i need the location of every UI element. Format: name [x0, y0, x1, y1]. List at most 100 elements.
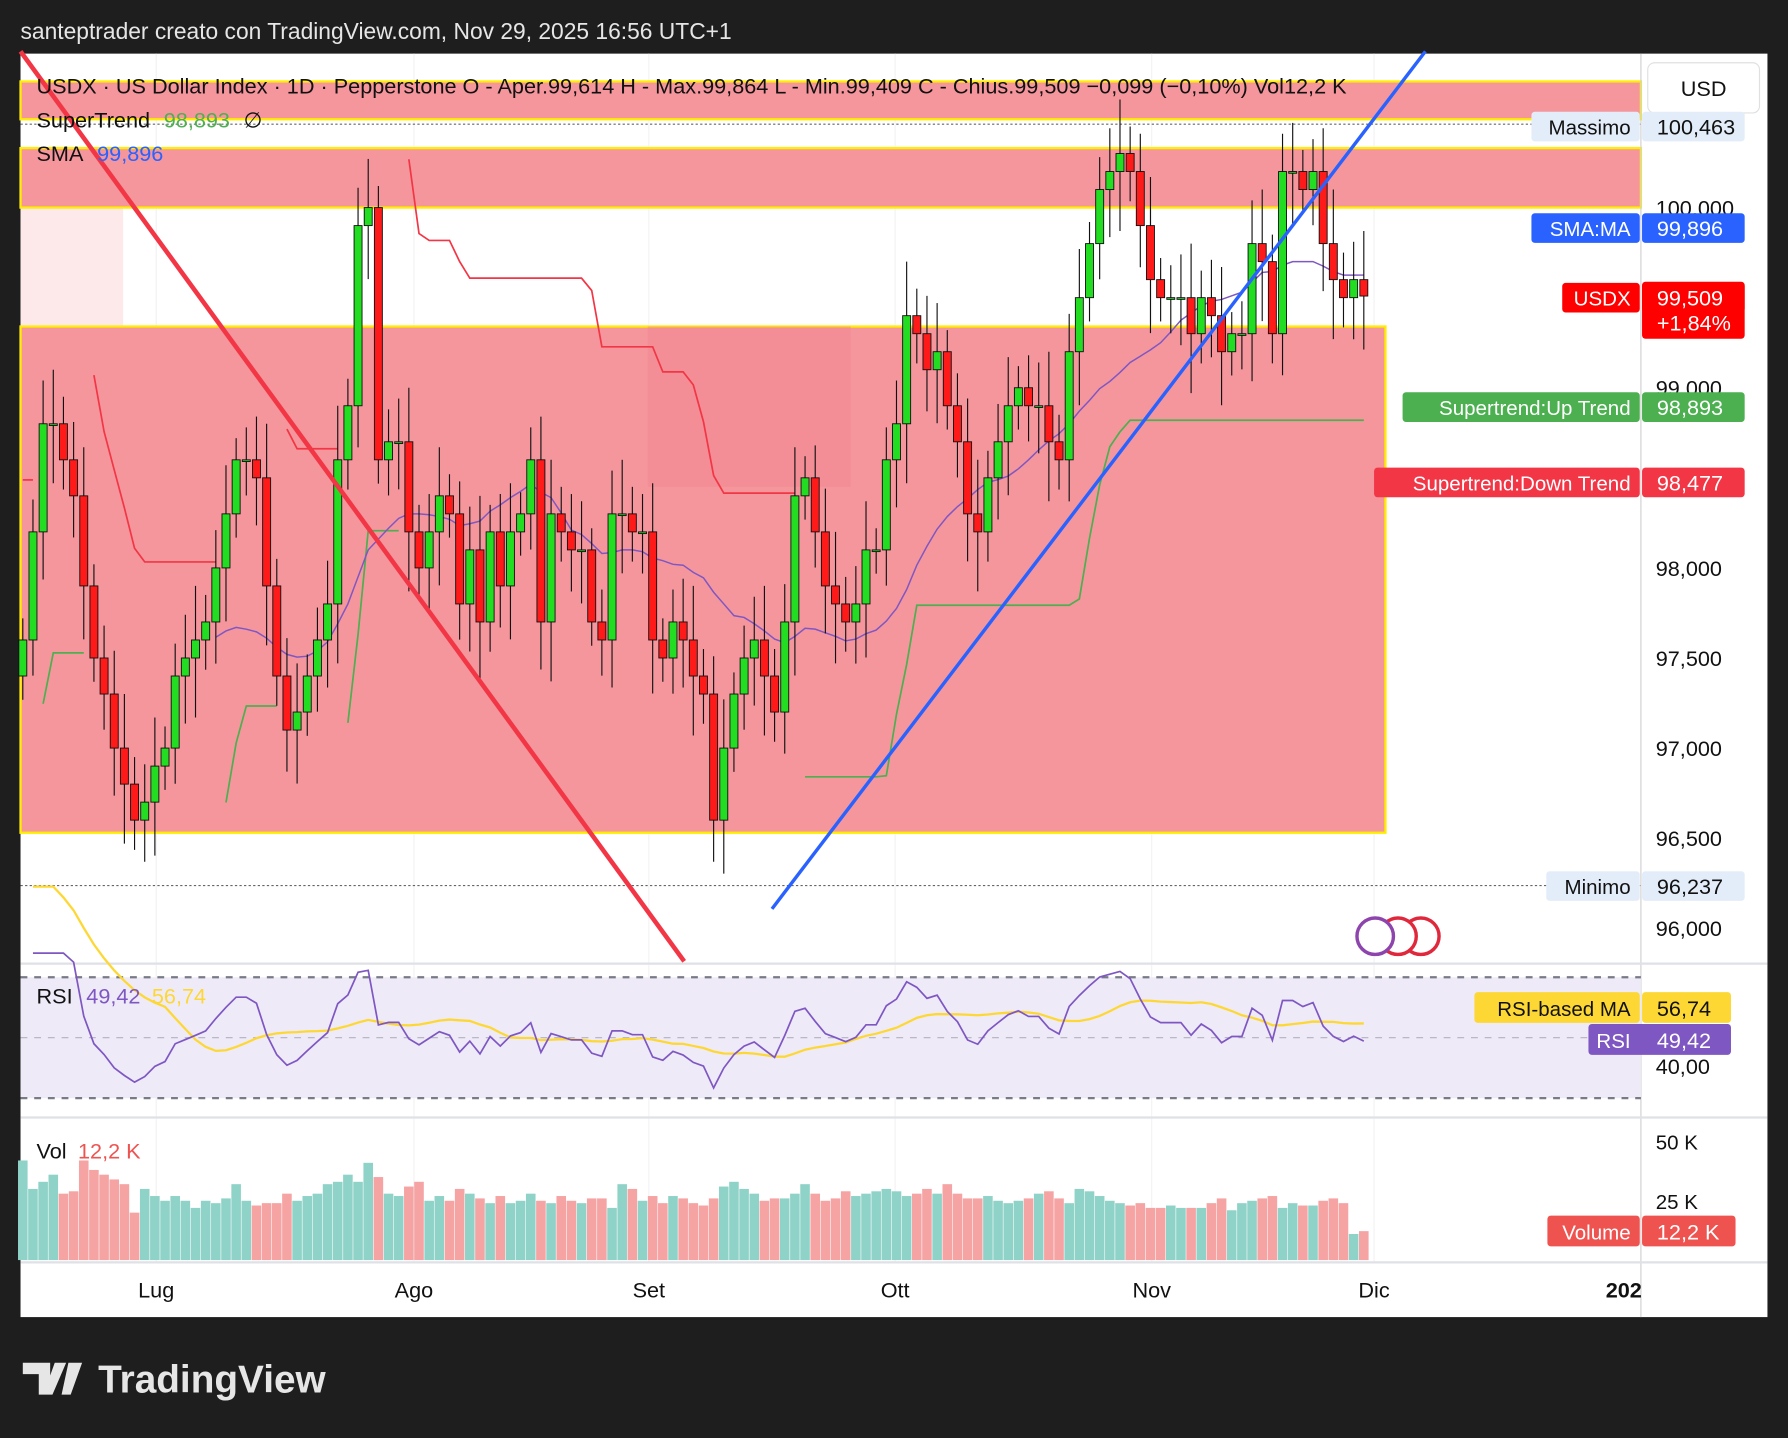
candle-up[interactable] — [353, 225, 363, 407]
candle-up[interactable] — [1013, 387, 1023, 407]
candle-up[interactable] — [1278, 171, 1287, 335]
candle-up[interactable] — [140, 801, 150, 821]
candle-down[interactable] — [475, 549, 485, 623]
candle-down[interactable] — [1125, 153, 1135, 172]
candle-up[interactable] — [1166, 297, 1176, 300]
candle-up[interactable] — [343, 405, 353, 461]
candle-up[interactable] — [231, 459, 241, 515]
candle-up[interactable] — [312, 639, 322, 677]
candle-down[interactable] — [1318, 171, 1328, 245]
candle-up[interactable] — [211, 567, 221, 623]
candle-down[interactable] — [597, 621, 607, 641]
candle-up[interactable] — [1247, 243, 1257, 335]
candle-down[interactable] — [109, 693, 119, 749]
candle-down[interactable] — [495, 531, 505, 587]
candle-down[interactable] — [942, 351, 952, 407]
candle-down[interactable] — [282, 675, 292, 731]
candle-up[interactable] — [861, 549, 871, 605]
resistance-zone[interactable] — [19, 80, 1643, 121]
candle-down[interactable] — [272, 585, 282, 677]
time-axis[interactable]: Lug Ago Set Ott Nov Dic 202 — [138, 53, 1788, 1320]
candle-up[interactable] — [160, 747, 170, 767]
candle-up[interactable] — [241, 459, 251, 462]
candle-up[interactable] — [993, 441, 1003, 479]
candle-down[interactable] — [1044, 405, 1054, 443]
candle-up[interactable] — [485, 531, 495, 623]
candle-up[interactable] — [333, 459, 343, 605]
candle-down[interactable] — [963, 441, 973, 515]
candle-up[interactable] — [1288, 171, 1298, 174]
candle-down[interactable] — [759, 639, 769, 677]
candle-down[interactable] — [445, 495, 454, 515]
candle-down[interactable] — [709, 693, 719, 821]
candle-down[interactable] — [678, 621, 688, 641]
candle-up[interactable] — [180, 657, 190, 677]
candle-down[interactable] — [262, 477, 272, 587]
candle-up[interactable] — [292, 711, 302, 731]
candle-up[interactable] — [465, 549, 475, 605]
candle-up[interactable] — [902, 315, 912, 425]
candle-up[interactable] — [48, 423, 58, 426]
candle-down[interactable] — [658, 639, 668, 659]
candle-up[interactable] — [1115, 153, 1125, 172]
candle-down[interactable] — [1156, 279, 1166, 299]
price-pane[interactable] — [18, 99, 1369, 874]
us-flag-events[interactable] — [1355, 916, 1441, 957]
downtrend-line[interactable] — [18, 50, 687, 963]
candle-up[interactable] — [424, 531, 434, 569]
candle-up[interactable] — [1074, 297, 1084, 353]
candle-up[interactable] — [577, 549, 587, 553]
candle-down[interactable] — [566, 531, 576, 551]
candle-down[interactable] — [1257, 243, 1267, 263]
candle-down[interactable] — [58, 423, 68, 461]
candle-down[interactable] — [414, 531, 424, 569]
candle-up[interactable] — [38, 423, 48, 533]
candle-up[interactable] — [1176, 297, 1186, 300]
candle-up[interactable] — [384, 441, 393, 461]
candle-up[interactable] — [719, 747, 729, 821]
candle-down[interactable] — [1024, 387, 1034, 407]
candle-up[interactable] — [638, 531, 647, 535]
candle-down[interactable] — [404, 441, 414, 533]
candle-up[interactable] — [201, 621, 211, 641]
candle-up[interactable] — [1105, 171, 1115, 191]
volume-pane[interactable]: 50 K 25 K Volume 12,2 K — [18, 1131, 1736, 1261]
candle-up[interactable] — [871, 549, 881, 553]
candle-down[interactable] — [688, 639, 698, 677]
candle-down[interactable] — [1186, 297, 1196, 335]
candle-up[interactable] — [617, 513, 627, 517]
candle-up[interactable] — [1349, 279, 1359, 299]
candle-down[interactable] — [1146, 225, 1155, 281]
candle-up[interactable] — [1237, 333, 1247, 336]
candle-up[interactable] — [892, 423, 901, 461]
candle-up[interactable] — [516, 513, 526, 533]
candle-down[interactable] — [536, 459, 546, 623]
candle-up[interactable] — [1308, 171, 1318, 191]
candle-up[interactable] — [505, 531, 515, 587]
candle-down[interactable] — [130, 783, 140, 821]
candle-down[interactable] — [1206, 297, 1216, 317]
candle-up[interactable] — [434, 495, 444, 533]
candle-up[interactable] — [881, 459, 891, 551]
candle-up[interactable] — [302, 675, 312, 713]
candle-down[interactable] — [973, 513, 983, 533]
candle-up[interactable] — [1064, 351, 1074, 461]
candle-up[interactable] — [323, 603, 333, 641]
candle-down[interactable] — [648, 531, 658, 641]
candle-down[interactable] — [1054, 441, 1064, 461]
candle-down[interactable] — [841, 603, 851, 623]
candle-up[interactable] — [546, 513, 556, 623]
candle-up[interactable] — [780, 621, 790, 713]
candle-up[interactable] — [739, 657, 749, 695]
candle-down[interactable] — [89, 585, 99, 659]
candle-up[interactable] — [851, 603, 861, 623]
resistance-zone[interactable] — [19, 146, 1643, 209]
candle-down[interactable] — [1267, 261, 1277, 335]
candle-down[interactable] — [627, 513, 637, 533]
candle-down[interactable] — [770, 675, 780, 713]
candle-down[interactable] — [699, 675, 708, 695]
candle-up[interactable] — [18, 639, 28, 677]
candle-up[interactable] — [191, 639, 200, 659]
candle-up[interactable] — [28, 531, 38, 641]
